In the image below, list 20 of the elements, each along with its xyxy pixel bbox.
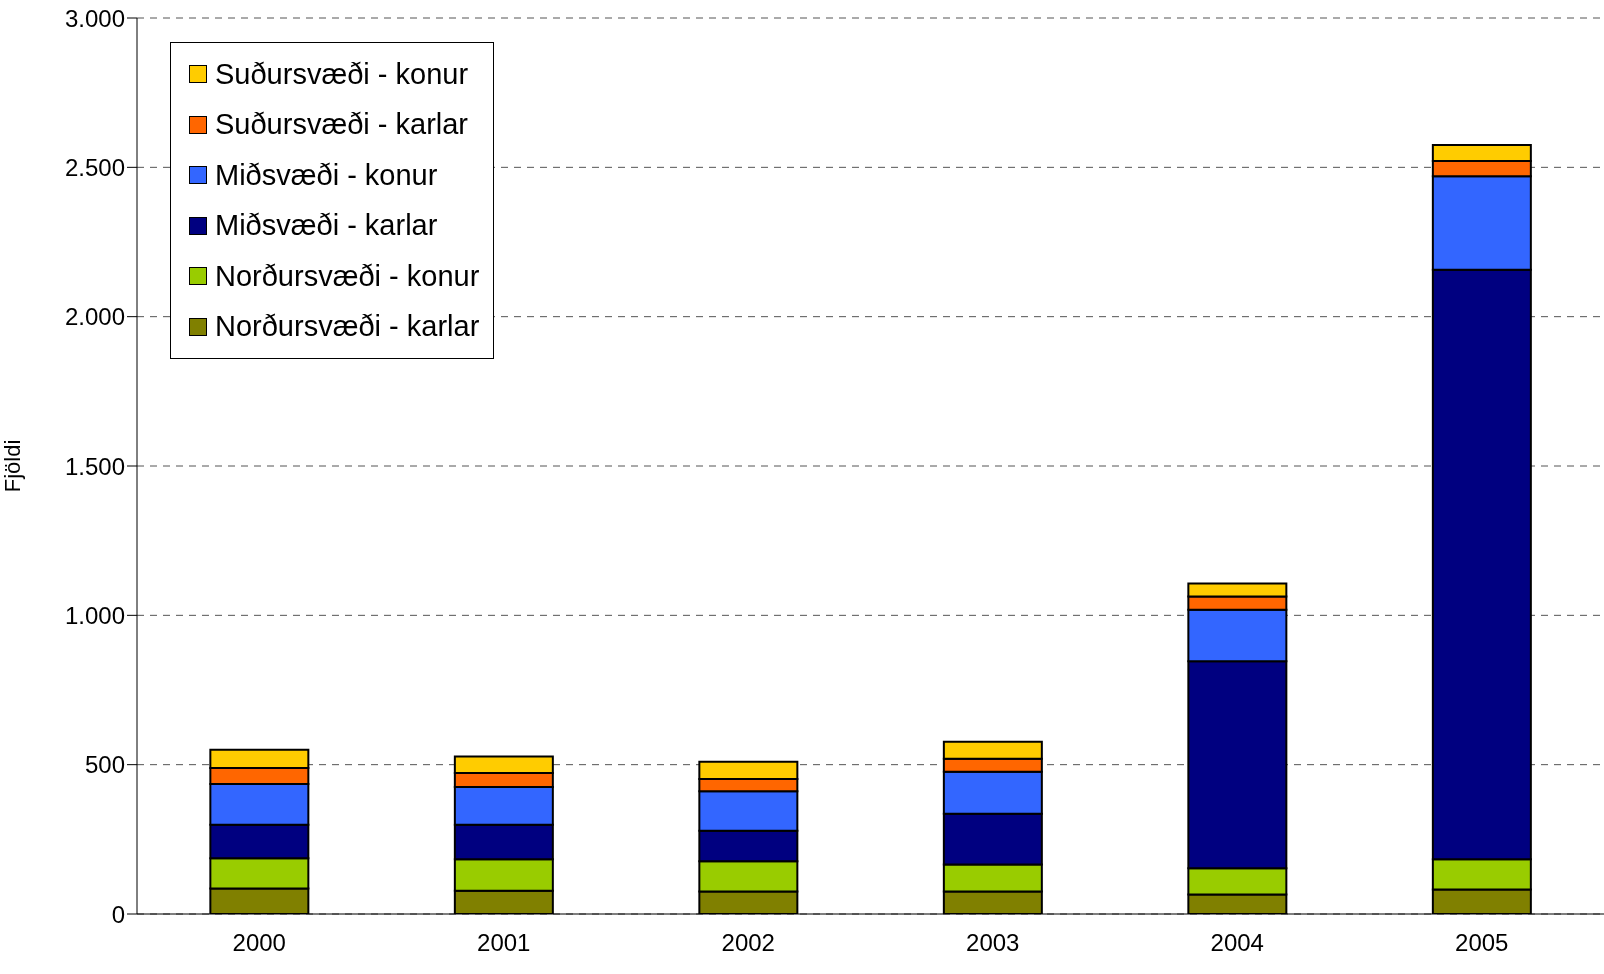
x-tick-label: 2003 (966, 929, 1020, 957)
x-tick-label: 2002 (721, 929, 775, 957)
legend-label: Suðursvæði - karlar (215, 108, 469, 142)
legend-label: Norðursvæði - konur (215, 259, 480, 293)
x-tick-label: 2005 (1455, 929, 1509, 957)
legend-label: Norðursvæði - karlar (215, 310, 480, 344)
y-tick-label: 0 (111, 900, 125, 928)
y-tick-label: 3.000 (64, 4, 125, 32)
legend-label: Miðsvæði - karlar (215, 209, 438, 243)
y-tick-label: 2.000 (64, 303, 125, 331)
y-tick-label: 500 (84, 751, 125, 779)
legend-label: Miðsvæði - konur (215, 158, 438, 192)
x-tick-label: 2004 (1210, 929, 1264, 957)
x-tick-label: 2000 (232, 929, 286, 957)
x-tick-label: 2001 (477, 929, 531, 957)
y-tick-label: 1.500 (64, 452, 125, 480)
y-tick-label: 1.000 (64, 601, 125, 629)
legend-label: Suðursvæði - konur (215, 57, 469, 91)
y-tick-label: 2.500 (64, 153, 125, 181)
y-axis-title: Fjöldi (0, 439, 25, 493)
